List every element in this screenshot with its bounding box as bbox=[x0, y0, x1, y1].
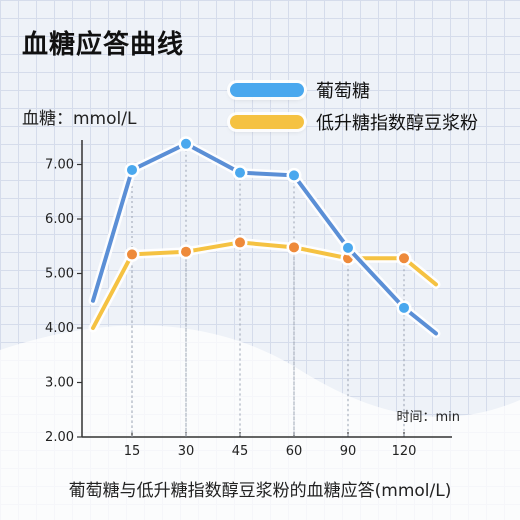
data-point-glucose bbox=[343, 242, 353, 253]
legend: 葡萄糖 低升糖指数醇豆浆粉 bbox=[230, 74, 478, 138]
y-tick-label: 7.00 bbox=[45, 158, 74, 173]
data-point-product bbox=[399, 253, 409, 264]
x-tick-label: 90 bbox=[340, 444, 357, 459]
data-point-product bbox=[235, 237, 245, 248]
x-tick-label: 30 bbox=[178, 444, 195, 459]
x-axis-label: 时间：min bbox=[396, 410, 460, 425]
y-axis-label: 血糖：mmol/L bbox=[22, 109, 137, 129]
y-tick-label: 5.00 bbox=[45, 267, 74, 282]
y-tick-label: 3.00 bbox=[45, 376, 74, 391]
x-tick-label: 60 bbox=[286, 444, 303, 459]
chart-title: 血糖应答曲线 bbox=[22, 30, 185, 60]
data-point-glucose bbox=[289, 170, 299, 181]
legend-item-glucose: 葡萄糖 bbox=[230, 74, 478, 106]
data-point-product bbox=[289, 242, 299, 253]
legend-label-product: 低升糖指数醇豆浆粉 bbox=[316, 113, 478, 134]
chart-caption: 葡萄糖与低升糖指数醇豆浆粉的血糖应答(mmol/L) bbox=[68, 481, 452, 501]
data-point-glucose bbox=[181, 138, 191, 149]
x-tick-label: 120 bbox=[392, 444, 417, 459]
data-point-glucose bbox=[127, 164, 137, 175]
y-tick-label: 6.00 bbox=[45, 212, 74, 227]
series-line-product bbox=[91, 240, 438, 330]
data-point-product bbox=[181, 246, 191, 257]
x-tick-label: 45 bbox=[232, 444, 249, 459]
y-tick-label: 4.00 bbox=[45, 321, 74, 336]
y-tick-label: 2.00 bbox=[45, 430, 74, 445]
decorative-wave bbox=[0, 325, 520, 520]
data-point-product bbox=[127, 249, 137, 260]
legend-item-product: 低升糖指数醇豆浆粉 bbox=[230, 106, 478, 138]
x-tick-label: 15 bbox=[124, 444, 141, 459]
legend-swatch-product bbox=[230, 115, 304, 129]
legend-label-glucose: 葡萄糖 bbox=[316, 81, 370, 102]
legend-swatch-glucose bbox=[230, 83, 304, 97]
series-line-glucose bbox=[91, 141, 438, 336]
data-point-glucose bbox=[399, 302, 409, 313]
data-point-glucose bbox=[235, 167, 245, 178]
